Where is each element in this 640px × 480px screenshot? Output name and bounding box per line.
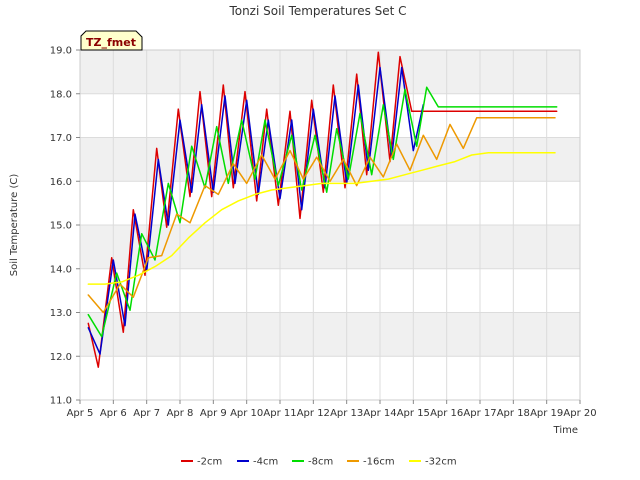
legend-entry: -16cm [363, 457, 395, 468]
y-tick-label: 18.0 [50, 89, 72, 100]
y-axis-label: Soil Temperature (C) [9, 174, 20, 277]
series-line-neg8cm [87, 86, 558, 338]
axes: 11.0 12.0 13.0 14.0 15.0 16.0 17.0 18.0 19.0 Apr … [50, 46, 597, 420]
x-tick-label: Apr 11 [263, 408, 296, 419]
y-tick-label: 19.0 [50, 46, 72, 57]
x-tick-label: Apr 18 [497, 408, 530, 419]
site-label-text: TZ_fmet [86, 36, 136, 49]
legend: -2cm -4cm -8cm -16cm -32cm [181, 457, 457, 468]
series-line-neg2cm [87, 51, 558, 368]
x-tick-label: Apr 15 [397, 408, 430, 419]
x-tick-label: Apr 14 [363, 408, 396, 419]
x-tick-label: Apr 12 [297, 408, 330, 419]
x-tick-label: Apr 6 [100, 408, 127, 419]
plot-band [80, 50, 580, 94]
series-group [87, 51, 558, 368]
plot-band [80, 268, 580, 313]
y-tick-label: 14.0 [50, 264, 72, 275]
y-tick-label: 17.0 [50, 133, 72, 144]
legend-entry: -2cm [197, 457, 222, 468]
legend-entry: -8cm [308, 457, 333, 468]
x-tick-label: Apr 16 [430, 408, 463, 419]
y-tick-label: 13.0 [50, 308, 72, 319]
x-tick-label: Apr 20 [563, 408, 596, 419]
y-tick-label: 15.0 [50, 221, 72, 232]
plot-band [80, 312, 580, 357]
y-tick-label: 11.0 [50, 396, 72, 407]
x-tick-label: Apr 10 [230, 408, 263, 419]
plot-band [80, 225, 580, 269]
x-tick-label: Apr 9 [200, 408, 227, 419]
x-tick-label: Apr 5 [67, 408, 94, 419]
x-tick-label: Apr 13 [330, 408, 363, 419]
y-tick-label: 12.0 [50, 352, 72, 363]
x-tick-label: Apr 19 [530, 408, 563, 419]
legend-entry: -32cm [425, 457, 457, 468]
series-line-neg16cm [87, 117, 556, 314]
plot-band [80, 356, 580, 400]
x-tick-label: Apr 7 [133, 408, 160, 419]
y-tick-label: 16.0 [50, 177, 72, 188]
x-tick-label: Apr 8 [167, 408, 194, 419]
x-axis-label: Time [553, 425, 578, 436]
legend-entry: -4cm [253, 457, 278, 468]
site-label-box: TZ_fmet [80, 30, 143, 51]
series-line-neg32cm [87, 152, 556, 285]
x-tick-label: Apr 17 [463, 408, 496, 419]
site-label-frame [80, 30, 143, 51]
chart-title: Tonzi Soil Temperatures Set C [228, 4, 406, 18]
